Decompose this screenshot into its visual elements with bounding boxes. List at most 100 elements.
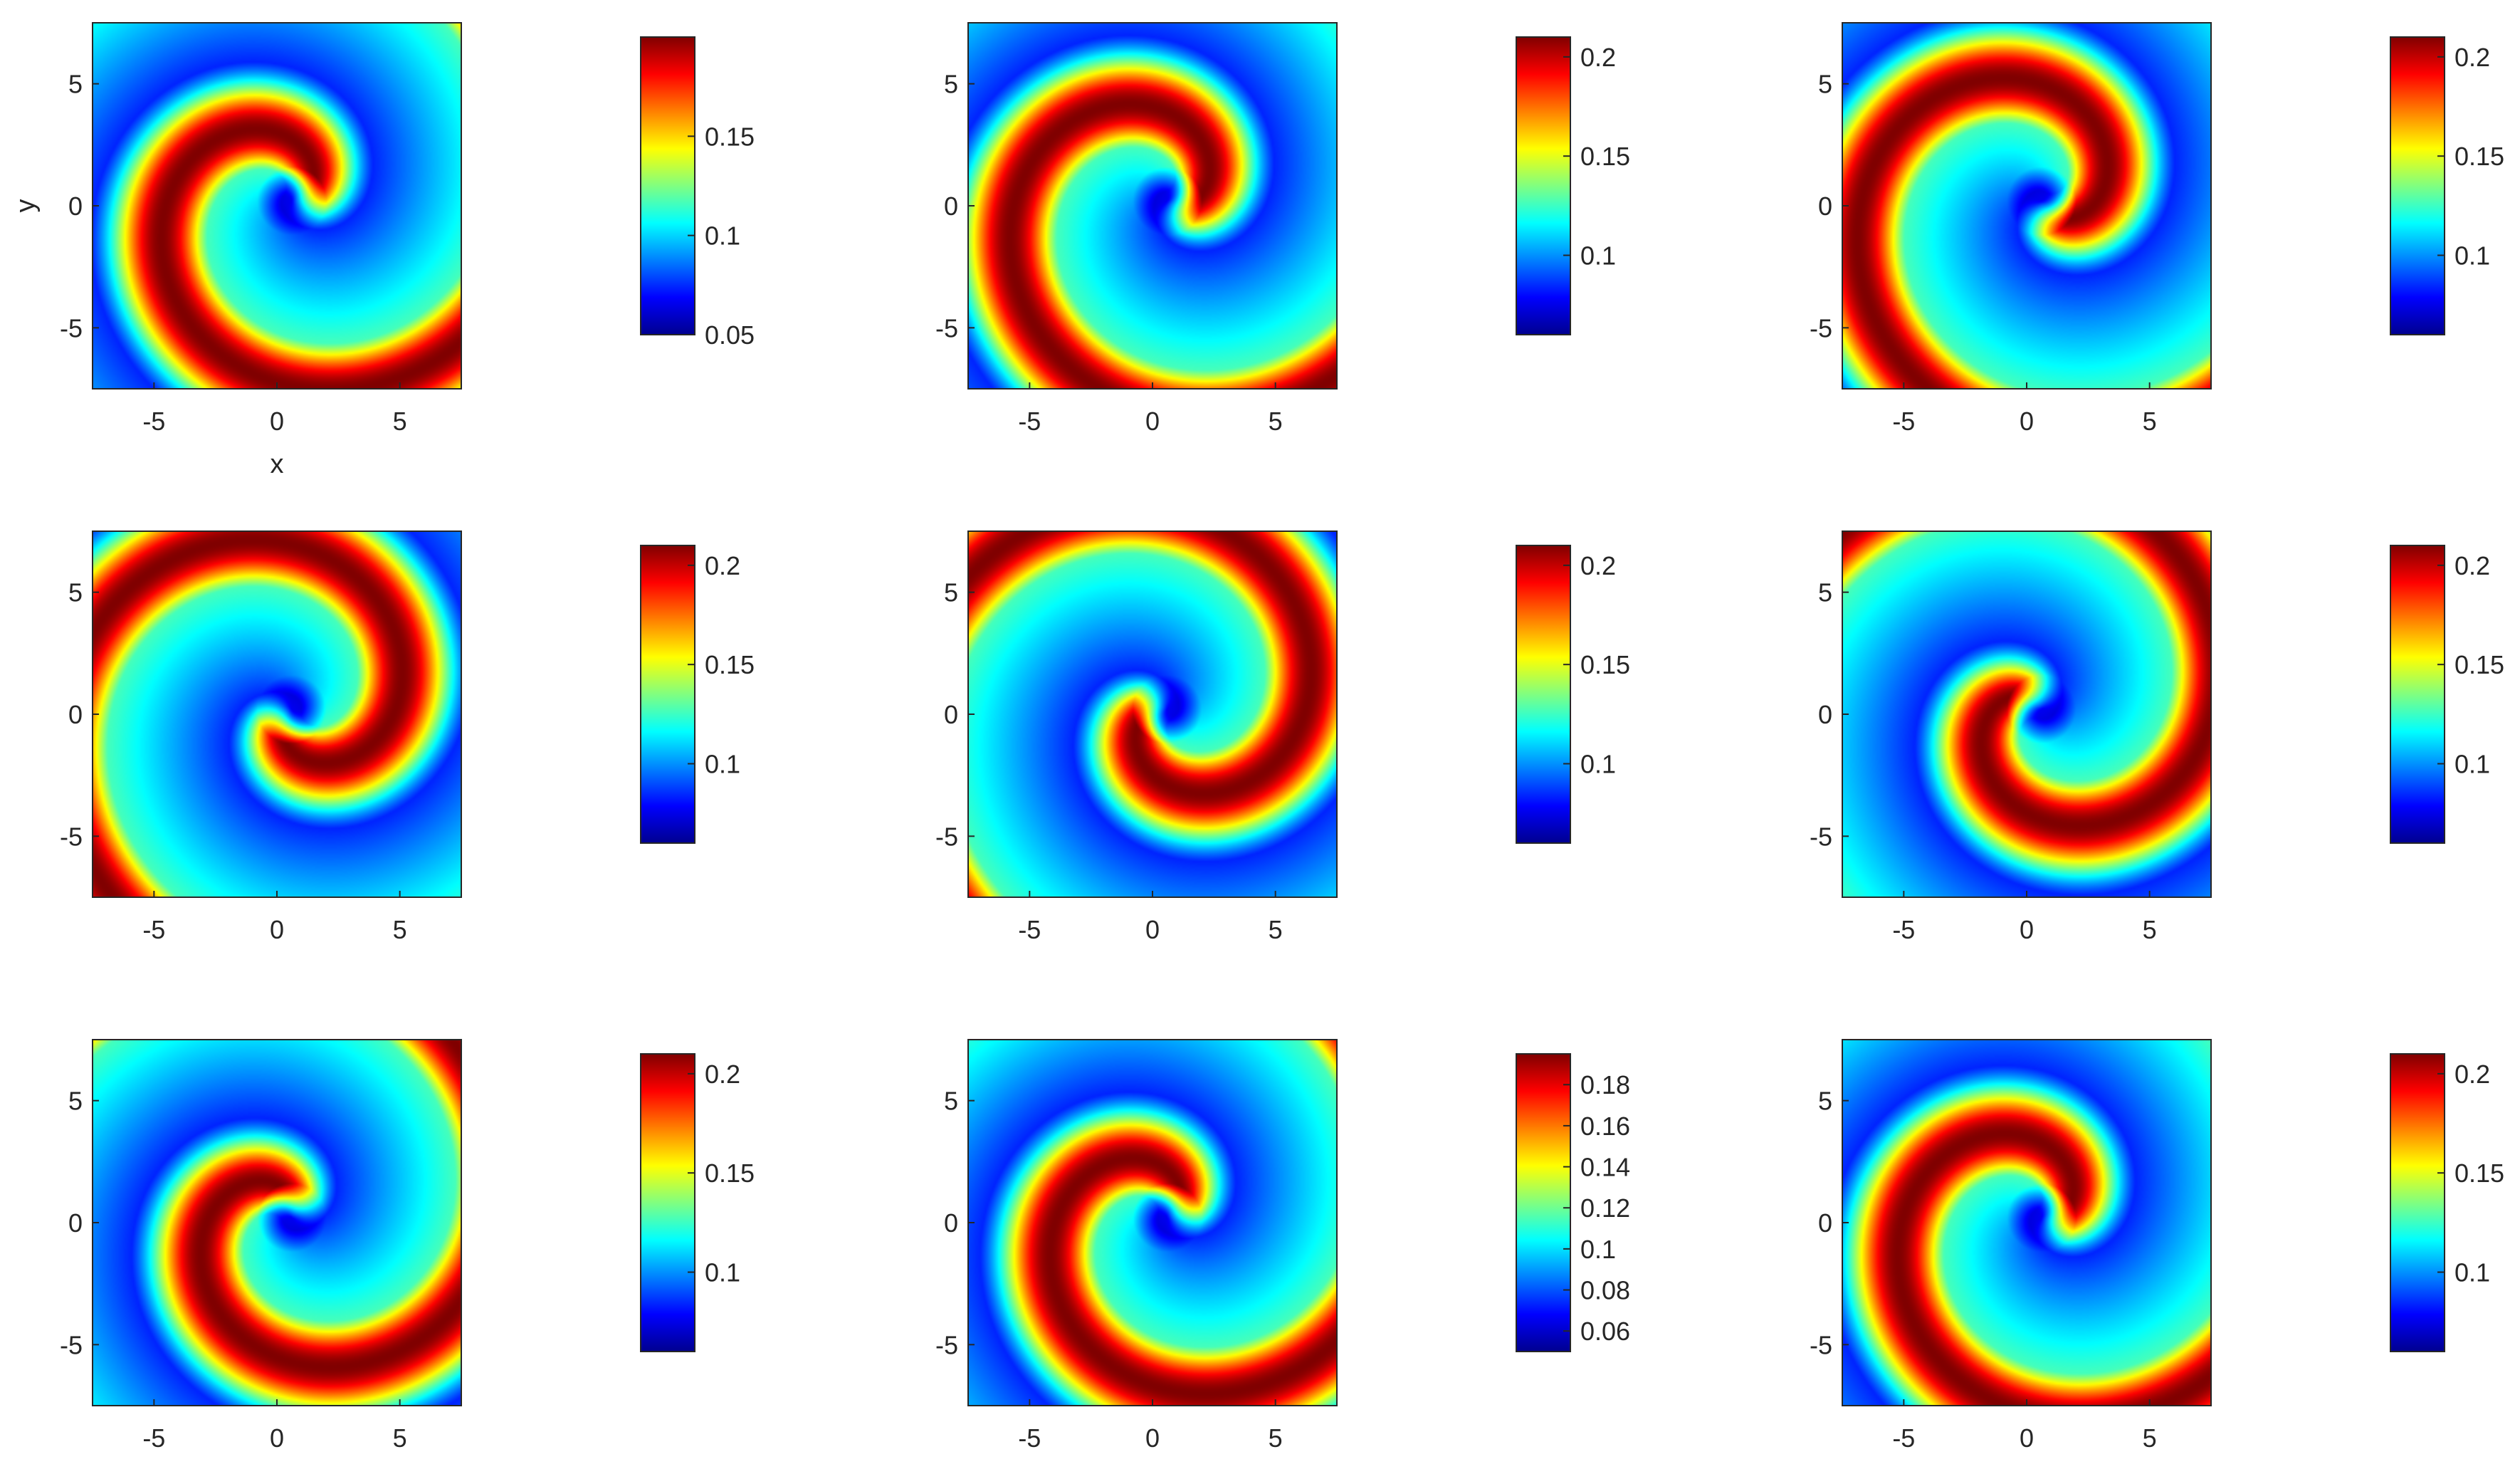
- x-tick-label: 5: [2143, 407, 2157, 436]
- colorbar: [640, 1053, 695, 1352]
- heatmap-image: [1842, 531, 2211, 897]
- x-tick-label: 0: [2020, 407, 2034, 436]
- x-tick-label: 0: [1145, 407, 1160, 436]
- subplot-5: -5 0 5 5 0 -5 0.2 0.15 0.1: [935, 530, 1630, 944]
- colorbar: [2390, 1053, 2445, 1352]
- x-tick-label: -5: [1892, 1423, 1915, 1453]
- heatmap-image: [1842, 1040, 2211, 1406]
- colorbar-tick-label: 0.2: [1580, 43, 1616, 72]
- y-tick-label: -5: [1810, 1330, 1832, 1359]
- x-tick-label: 5: [2143, 915, 2157, 944]
- x-tick-label: 0: [270, 407, 284, 436]
- heatmap-image: [93, 531, 461, 897]
- y-tick-label: 0: [944, 192, 958, 221]
- x-tick-label: -5: [1018, 915, 1041, 944]
- colorbar-tick-label: 0.15: [2455, 1159, 2504, 1188]
- colorbar-tick-label: 0.2: [2455, 1060, 2490, 1089]
- heatmap-image: [968, 1040, 1337, 1406]
- heatmap-image: [93, 1040, 461, 1406]
- y-tick-label: 5: [1818, 1087, 1832, 1116]
- subplot-6: -5 0 5 5 0 -5 0.2 0.15 0.1: [1810, 530, 2504, 944]
- colorbar-tick-label: 0.1: [2455, 750, 2490, 779]
- colorbar-tick-label: 0.1: [705, 221, 740, 251]
- y-tick-label: 0: [68, 700, 83, 729]
- y-tick-label: -5: [60, 822, 83, 851]
- x-tick-label: -5: [1892, 407, 1915, 436]
- x-tick-label: -5: [1018, 407, 1041, 436]
- subplot-2: -5 0 5 5 0 -5 0.2 0.15 0.1: [935, 22, 1630, 436]
- subplot-3: -5 0 5 5 0 -5 0.2 0.15 0.1: [1810, 22, 2504, 436]
- colorbar: [640, 36, 695, 335]
- heatmap-image: [93, 23, 461, 389]
- x-tick-label: 0: [270, 915, 284, 944]
- x-tick-label: 5: [1269, 1423, 1283, 1453]
- y-tick-label: -5: [935, 822, 958, 851]
- y-tick-label: 5: [68, 578, 83, 607]
- y-tick-label: -5: [935, 313, 958, 343]
- x-tick-label: 5: [393, 1423, 407, 1453]
- y-tick-label: 5: [944, 1087, 958, 1116]
- subplot-7: -5 0 5 5 0 -5 0.2 0.15 0.1: [60, 1039, 755, 1453]
- x-tick-label: -5: [1018, 1423, 1041, 1453]
- y-tick-label: 0: [944, 1208, 958, 1238]
- colorbar-tick-label: 0.14: [1580, 1153, 1630, 1182]
- y-axis-label: y: [11, 199, 41, 213]
- y-tick-label: -5: [1810, 822, 1832, 851]
- colorbar-tick-label: 0.2: [705, 551, 740, 580]
- colorbar: [640, 545, 695, 844]
- y-tick-label: 5: [1818, 70, 1832, 99]
- colorbar-tick-label: 0.1: [705, 1258, 740, 1287]
- colorbar-tick-label: 0.06: [1580, 1317, 1630, 1346]
- y-tick-label: 0: [68, 192, 83, 221]
- colorbar-tick-label: 0.18: [1580, 1070, 1630, 1099]
- colorbar-tick-label: 0.1: [2455, 1258, 2490, 1287]
- x-tick-label: 0: [2020, 1423, 2034, 1453]
- colorbar-tick-label: 0.15: [705, 650, 755, 679]
- colorbar-tick-label: 0.15: [705, 1159, 755, 1188]
- x-tick-label: 0: [1145, 1423, 1160, 1453]
- colorbar-tick-label: 0.2: [2455, 43, 2490, 72]
- subplot-9: -5 0 5 5 0 -5 0.2 0.15 0.1: [1810, 1039, 2504, 1453]
- subplot-4: -5 0 5 5 0 -5 0.2 0.15 0.1: [60, 530, 755, 944]
- y-tick-label: 5: [1818, 578, 1832, 607]
- x-axis-label: x: [271, 449, 284, 479]
- x-tick-label: 5: [393, 407, 407, 436]
- x-tick-label: 5: [1269, 407, 1283, 436]
- y-tick-label: -5: [60, 1330, 83, 1359]
- colorbar-tick-label: 0.1: [705, 750, 740, 779]
- x-tick-label: -5: [142, 407, 165, 436]
- x-tick-label: 0: [2020, 915, 2034, 944]
- subplot-1: -5 0 5 5 0 -5 x y 0.15 0.1 0.05: [11, 22, 755, 479]
- colorbar-tick-label: 0.2: [1580, 551, 1616, 580]
- colorbar: [2390, 545, 2445, 844]
- colorbar-tick-label: 0.1: [2455, 241, 2490, 271]
- y-tick-label: 5: [944, 70, 958, 99]
- colorbar-tick-label: 0.2: [705, 1060, 740, 1089]
- colorbar-tick-label: 0.15: [2455, 142, 2504, 171]
- colorbar-tick-label: 0.15: [2455, 650, 2504, 679]
- colorbar: [1516, 1053, 1571, 1352]
- x-tick-label: -5: [1892, 915, 1915, 944]
- colorbar-tick-label: 0.15: [1580, 142, 1630, 171]
- x-tick-label: 5: [393, 915, 407, 944]
- colorbar-tick-label: 0.1: [1580, 750, 1616, 779]
- y-tick-label: 5: [68, 70, 83, 99]
- heatmap-image: [968, 531, 1337, 897]
- colorbar: [1516, 36, 1571, 335]
- colorbar-tick-label: 0.15: [705, 122, 755, 151]
- heatmap-image: [968, 23, 1337, 389]
- y-tick-label: 5: [944, 578, 958, 607]
- y-tick-label: 5: [68, 1087, 83, 1116]
- colorbar-tick-label: 0.15: [1580, 650, 1630, 679]
- subplot-8: -5 0 5 5 0 -5 0.18 0.16 0.14 0.12 0.1 0.08 0.06: [935, 1039, 1630, 1453]
- x-tick-label: 5: [2143, 1423, 2157, 1453]
- y-tick-label: 0: [1818, 192, 1832, 221]
- colorbar: [2390, 36, 2445, 335]
- colorbar: [1516, 545, 1571, 844]
- heatmap-image: [1842, 23, 2211, 389]
- x-tick-label: -5: [142, 915, 165, 944]
- x-tick-label: 0: [1145, 915, 1160, 944]
- x-tick-label: -5: [142, 1423, 165, 1453]
- colorbar-tick-label: 0.16: [1580, 1112, 1630, 1141]
